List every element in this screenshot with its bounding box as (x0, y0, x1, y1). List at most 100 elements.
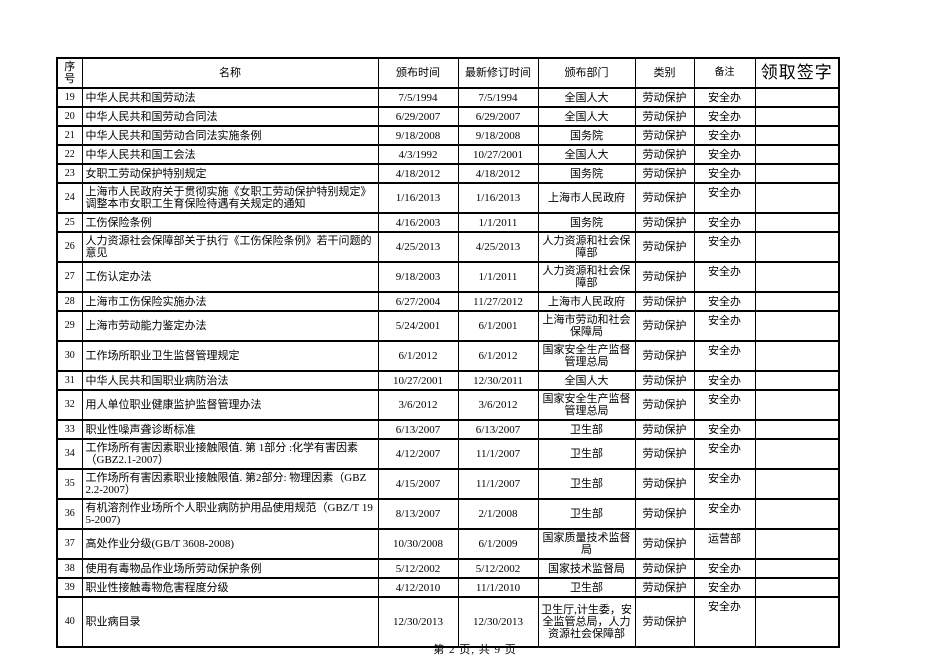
cell-category: 劳动保护 (634, 389, 695, 421)
cell-category: 劳动保护 (634, 528, 695, 560)
cell-seq: 27 (56, 261, 83, 293)
table-row: 36 有机溶剂作业场所个人职业病防护用品使用规范（GBZ/T 195-2007) 8… (56, 498, 840, 530)
col-header-signature: 领取签字 (754, 57, 840, 89)
cell-dept: 国家安全生产监督管理总局 (537, 389, 636, 421)
cell-category: 劳动保护 (634, 291, 695, 312)
cell-name: 中华人民共和国职业病防治法 (81, 370, 379, 391)
cell-remark: 安全办 (693, 468, 756, 500)
col-header-remark: 备注 (693, 57, 756, 89)
cell-issued: 10/27/2001 (377, 370, 459, 391)
table-row: 27 工伤认定办法 9/18/2003 1/1/2011 人力资源和社会保障部 劳动保护安… (56, 261, 840, 293)
cell-seq: 19 (56, 87, 83, 108)
cell-signature (754, 87, 840, 108)
cell-revised: 4/18/2012 (457, 163, 539, 184)
table-row: 32 用人单位职业健康监护监督管理办法 3/6/2012 3/6/2012 国家安全生产… (56, 389, 840, 421)
cell-signature (754, 182, 840, 214)
cell-seq: 31 (56, 370, 83, 391)
cell-category: 劳动保护 (634, 231, 695, 263)
cell-dept: 全国人大 (537, 106, 636, 127)
table-row: 37 高处作业分级(GB/T 3608-2008) 10/30/2008 6/1/20… (56, 528, 840, 560)
cell-remark: 安全办 (693, 125, 756, 146)
cell-dept: 国家技术监督局 (537, 558, 636, 579)
cell-category: 劳动保护 (634, 340, 695, 372)
table-row: 33 职业性噪声聋诊断标准 6/13/2007 6/13/2007 卫生部 劳动保护 安全办 (56, 419, 840, 440)
cell-seq: 21 (56, 125, 83, 146)
cell-issued: 1/16/2013 (377, 182, 459, 214)
cell-revised: 11/1/2007 (457, 468, 539, 500)
cell-name: 上海市劳动能力鉴定办法 (81, 310, 379, 342)
cell-name: 中华人民共和国工会法 (81, 144, 379, 165)
cell-remark: 安全办 (693, 106, 756, 127)
cell-name: 工伤保险条例 (81, 212, 379, 233)
cell-signature (754, 468, 840, 500)
cell-signature (754, 261, 840, 293)
cell-revised: 3/6/2012 (457, 389, 539, 421)
col-header-category: 类别 (634, 57, 695, 89)
cell-signature (754, 231, 840, 263)
cell-category: 劳动保护 (634, 596, 695, 648)
table-row: 40 职业病目录 12/30/2013 12/30/2013 卫生厅,计生委，安全监管总… (56, 596, 840, 648)
cell-category: 劳动保护 (634, 310, 695, 342)
cell-category: 劳动保护 (634, 577, 695, 598)
cell-name: 有机溶剂作业场所个人职业病防护用品使用规范（GBZ/T 195-2007) (81, 498, 379, 530)
col-header-issued-date: 颁布时间 (377, 57, 459, 89)
cell-name: 职业病目录 (81, 596, 379, 648)
table-row: 21 中华人民共和国劳动合同法实施条例 9/18/2008 9/18/2008 国务院劳… (56, 125, 840, 146)
col-header-seq: 序号 (56, 57, 83, 89)
table-row: 25 工伤保险条例 4/16/2003 1/1/2011 国务院 劳动保护 安全办 (56, 212, 840, 233)
cell-issued: 4/16/2003 (377, 212, 459, 233)
cell-revised: 12/30/2011 (457, 370, 539, 391)
cell-dept: 卫生厅,计生委，安全监管总局，人力资源社会保障部 (537, 596, 636, 648)
cell-dept: 国务院 (537, 163, 636, 184)
cell-remark: 安全办 (693, 163, 756, 184)
cell-category: 劳动保护 (634, 182, 695, 214)
cell-remark: 安全办 (693, 291, 756, 312)
table-row: 20 中华人民共和国劳动合同法 6/29/2007 6/29/2007 全国人大 劳动保护… (56, 106, 840, 127)
page-footer: 第 2 页, 共 9 页 (433, 644, 517, 656)
cell-signature (754, 419, 840, 440)
cell-remark: 安全办 (693, 182, 756, 214)
cell-remark: 安全办 (693, 212, 756, 233)
cell-category: 劳动保护 (634, 125, 695, 146)
cell-seq: 32 (56, 389, 83, 421)
table-row: 31 中华人民共和国职业病防治法 10/27/2001 12/30/2011 全国人大劳… (56, 370, 840, 391)
cell-category: 劳动保护 (634, 498, 695, 530)
table-row: 34 工作场所有害因素职业接触限值. 第 1部分 :化学有害因素（GBZ2.1-2… (56, 438, 840, 470)
cell-dept: 人力资源和社会保障部 (537, 231, 636, 263)
cell-seq: 39 (56, 577, 83, 598)
cell-issued: 4/3/1992 (377, 144, 459, 165)
cell-remark: 安全办 (693, 144, 756, 165)
cell-seq: 26 (56, 231, 83, 263)
cell-revised: 11/1/2007 (457, 438, 539, 470)
cell-signature (754, 310, 840, 342)
cell-dept: 上海市人民政府 (537, 182, 636, 214)
table-row: 35 工作场所有害因素职业接触限值. 第2部分: 物理因素（GBZ2.2-2007… (56, 468, 840, 500)
cell-revised: 1/1/2011 (457, 212, 539, 233)
cell-signature (754, 291, 840, 312)
cell-revised: 6/13/2007 (457, 419, 539, 440)
cell-category: 劳动保护 (634, 212, 695, 233)
cell-dept: 国务院 (537, 212, 636, 233)
table-row: 30 工作场所职业卫生监督管理规定 6/1/2012 6/1/2012 国家安全生产监督… (56, 340, 840, 372)
cell-revised: 2/1/2008 (457, 498, 539, 530)
cell-dept: 卫生部 (537, 577, 636, 598)
cell-issued: 8/13/2007 (377, 498, 459, 530)
cell-signature (754, 577, 840, 598)
cell-name: 中华人民共和国劳动合同法 (81, 106, 379, 127)
cell-issued: 9/18/2008 (377, 125, 459, 146)
cell-revised: 11/1/2010 (457, 577, 539, 598)
cell-dept: 上海市人民政府 (537, 291, 636, 312)
cell-seq: 23 (56, 163, 83, 184)
cell-remark: 安全办 (693, 87, 756, 108)
cell-name: 工作场所有害因素职业接触限值. 第 1部分 :化学有害因素（GBZ2.1-200… (81, 438, 379, 470)
cell-signature (754, 596, 840, 648)
cell-revised: 4/25/2013 (457, 231, 539, 263)
cell-signature (754, 498, 840, 530)
table-row: 19 中华人民共和国劳动法 7/5/1994 7/5/1994 全国人大 劳动保护 安全办 (56, 87, 840, 108)
cell-dept: 全国人大 (537, 87, 636, 108)
cell-issued: 3/6/2012 (377, 389, 459, 421)
cell-remark: 安全办 (693, 558, 756, 579)
cell-dept: 卫生部 (537, 419, 636, 440)
cell-category: 劳动保护 (634, 87, 695, 108)
